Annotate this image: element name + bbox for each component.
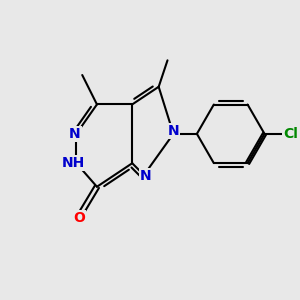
- Text: NH: NH: [62, 156, 85, 170]
- Text: N: N: [69, 127, 81, 141]
- Text: N: N: [140, 169, 151, 184]
- Text: Cl: Cl: [284, 127, 298, 141]
- Text: N: N: [168, 124, 179, 138]
- Text: O: O: [74, 211, 85, 225]
